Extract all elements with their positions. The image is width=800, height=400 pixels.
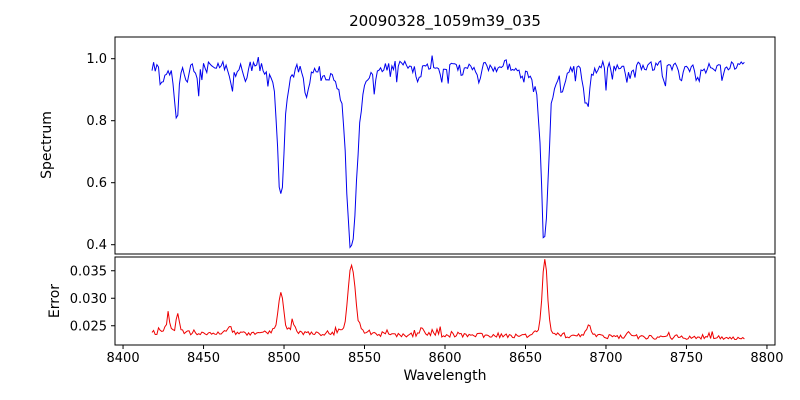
spectrum-line xyxy=(151,55,745,249)
x-tick-label: 8750 xyxy=(670,351,703,366)
x-tick-label: 8500 xyxy=(267,351,300,366)
bottom-axes-frame xyxy=(114,256,776,346)
x-tick-label: 8700 xyxy=(589,351,622,366)
y-tick-label: 0.4 xyxy=(86,238,107,253)
chart-title: 20090328_1059m39_035 xyxy=(349,12,541,30)
x-tick-label: 8450 xyxy=(187,351,220,366)
y-tick-label: 1.0 xyxy=(86,52,107,67)
x-tick-label: 8600 xyxy=(428,351,461,366)
y-axis-label-spectrum: Spectrum xyxy=(39,111,55,179)
x-tick-label: 8550 xyxy=(348,351,381,366)
error-line xyxy=(151,259,745,341)
y-tick-label: 0.030 xyxy=(70,292,107,307)
x-tick-label: 8400 xyxy=(107,351,140,366)
x-tick-label: 8650 xyxy=(509,351,542,366)
y-axis-label-error: Error xyxy=(47,283,63,319)
x-axis-label: Wavelength xyxy=(403,368,487,384)
top-axes-frame xyxy=(114,36,776,255)
y-tick-label: 0.035 xyxy=(70,264,107,279)
x-tick-label: 8800 xyxy=(750,351,783,366)
y-tick-label: 0.025 xyxy=(70,319,107,334)
y-tick-label: 0.8 xyxy=(86,114,107,129)
y-tick-label: 0.6 xyxy=(86,176,107,191)
